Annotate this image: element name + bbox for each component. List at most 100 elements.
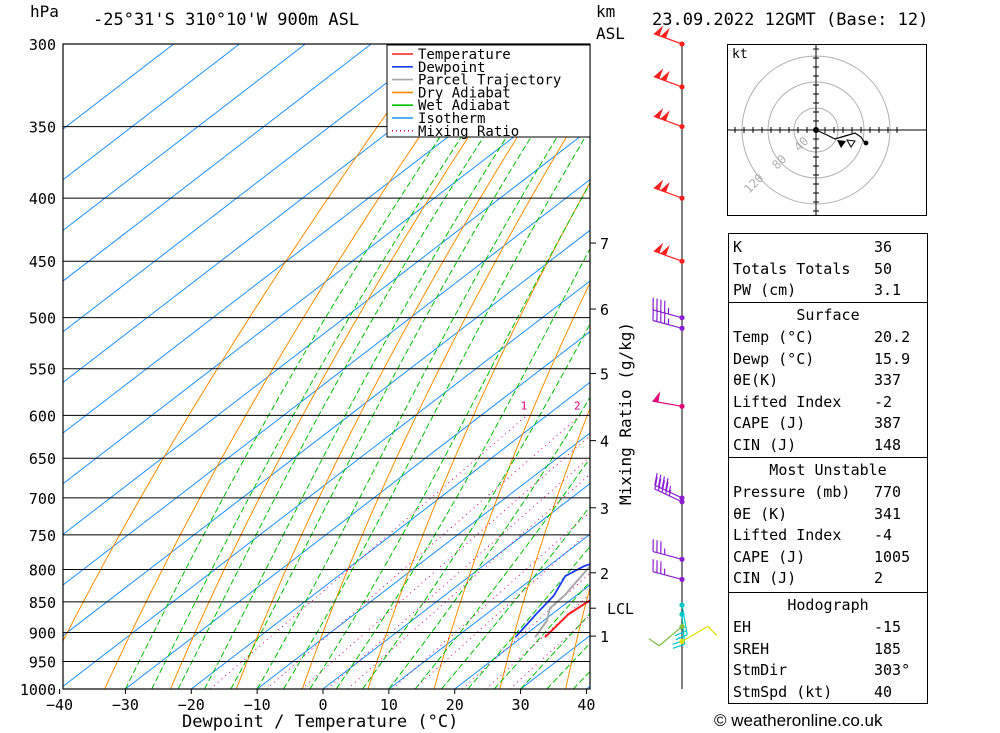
wind-barb-pennant [652,391,661,403]
index-label: CIN (J) [733,569,797,587]
pressure-tick-label: 750 [29,527,56,545]
wind-barb-pennant [653,108,664,119]
wind-barb-feather [661,480,666,493]
wind-barb-staff [658,626,683,647]
wind-barb-feather [707,625,718,636]
wet-adiabat-line [520,612,590,689]
index-section-title: Surface [796,306,860,324]
hodograph-unit-label: kt [732,47,748,62]
wind-barb-pennant [653,179,664,190]
wind-barb [672,614,686,649]
wind-barb-pennant [653,242,664,254]
index-row: Temp (°C) 20.2 [733,327,923,348]
height-tick-label: 6 [600,301,609,319]
height-tick-label: 3 [600,500,609,518]
wind-barb-feather [654,472,658,486]
mixing-ratio-line [326,456,590,689]
wind-barb-pennant [660,70,670,82]
wet-adiabat-line [441,505,590,689]
index-row: EH -15 [733,617,923,638]
index-value: 387 [874,414,902,432]
mixing-ratio-axis-label: Mixing Ratio (g/kg) [616,322,635,505]
wind-barb-pennant [660,181,670,193]
dry-adiabat-line [104,44,484,689]
legend-label: Temperature [418,47,511,63]
copyright-link[interactable]: © weatheronline.co.uk [714,711,883,730]
wind-barb-feather [665,478,669,491]
x-tick-label: 0 [318,696,327,714]
wind-barb-pennant [660,245,670,256]
wet-adiabat-line [230,44,590,689]
pressure-tick-label: 700 [29,490,56,508]
height-tick-label: 7 [600,235,609,253]
wind-barb [648,626,683,647]
index-row: K 36 [733,237,923,258]
index-row: StmSpd (kt) 40 [733,682,923,703]
x-tick-label: 40 [577,696,595,714]
index-row: PW (cm) 3.1 [733,280,923,301]
wet-adiabat-line [362,323,590,689]
index-value: -15 [874,618,902,636]
index-value: 50 [874,259,893,278]
index-row: CIN (J) 148 [733,435,923,456]
wind-barb-staff [652,571,683,580]
pressure-tick-label: 600 [29,407,56,425]
pressure-tick-label: 1000 [20,681,56,699]
index-value: 303° [874,661,911,679]
mixing-ratio-value-label: 2 [574,399,581,412]
index-label: Lifted Index [733,526,842,544]
index-label: θE (K) [733,504,788,523]
wind-barb-staff [652,400,683,407]
x-axis-title: Dewpoint / Temperature (°C) [182,712,458,732]
wet-adiabat-line [124,44,504,689]
index-section-title: Most Unstable [769,461,887,479]
index-row: StmDir 303° [733,660,923,681]
isotherm-line [388,533,590,689]
isotherm-line [256,432,590,689]
height-tick-label: 5 [600,366,609,384]
legend-label: Dry Adiabat [418,85,511,101]
index-value: 20.2 [874,328,911,346]
x-tick-label: 30 [512,696,530,714]
mixing-ratio-value-label: 10 [710,399,723,412]
hodograph-origin-dot [813,127,819,133]
wind-barb [653,179,683,199]
legend-label: Dewpoint [418,60,485,76]
wind-barb [654,476,683,503]
wind-barb-feather [648,638,660,647]
index-section-title: Hodograph [787,596,869,614]
index-value: 2 [874,569,884,587]
wind-barb-staff [652,309,683,319]
mixing-ratio-line [347,473,590,689]
index-row: CAPE (J) 387 [733,413,923,434]
wind-barb-feather [674,630,687,637]
wind-barb-staff [681,625,709,642]
pressure-tick-label: 900 [29,625,56,643]
wet-adiabat-line [204,44,568,689]
pressure-tick-label: 850 [29,594,56,612]
isotherm-line [63,44,240,181]
lcl-label: LCL [607,600,634,618]
pressure-tick-label: 450 [29,253,56,271]
x-tick-label: −10 [244,696,271,714]
wind-barb-pennant [653,25,664,36]
index-label: EH [733,618,752,636]
dewpoint-line [514,563,590,638]
wind-barb-pennant [660,27,670,39]
x-tick-label: −20 [178,696,205,714]
index-table-surface: Surface Temp (°C) 20.2 Dewp (°C) 15.9 θE(K) 33… [728,302,928,458]
wind-barb-feather [654,476,658,490]
index-row: CAPE (J) 1005 [733,547,923,568]
isotherm-line [63,44,570,434]
pressure-tick-label: 350 [29,119,56,137]
isotherm-line [63,280,590,687]
mixing-ratio-line [391,511,590,689]
wind-barb-dot [679,556,685,562]
height-ref-label: ASL [596,24,625,43]
isotherm-line [63,77,590,485]
wind-barb [652,297,683,319]
parcel-trajectory-line [534,564,590,638]
index-label: CAPE (J) [733,414,806,432]
wind-barb [652,539,683,560]
index-label: CIN (J) [733,435,797,454]
